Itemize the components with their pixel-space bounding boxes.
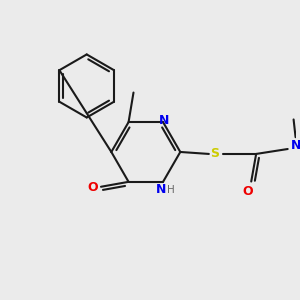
Text: O: O xyxy=(242,185,253,198)
Text: N: N xyxy=(290,139,300,152)
Text: H: H xyxy=(167,185,175,195)
Text: O: O xyxy=(88,181,98,194)
Text: N: N xyxy=(159,114,169,127)
Text: N: N xyxy=(156,183,166,196)
Text: S: S xyxy=(210,147,219,161)
